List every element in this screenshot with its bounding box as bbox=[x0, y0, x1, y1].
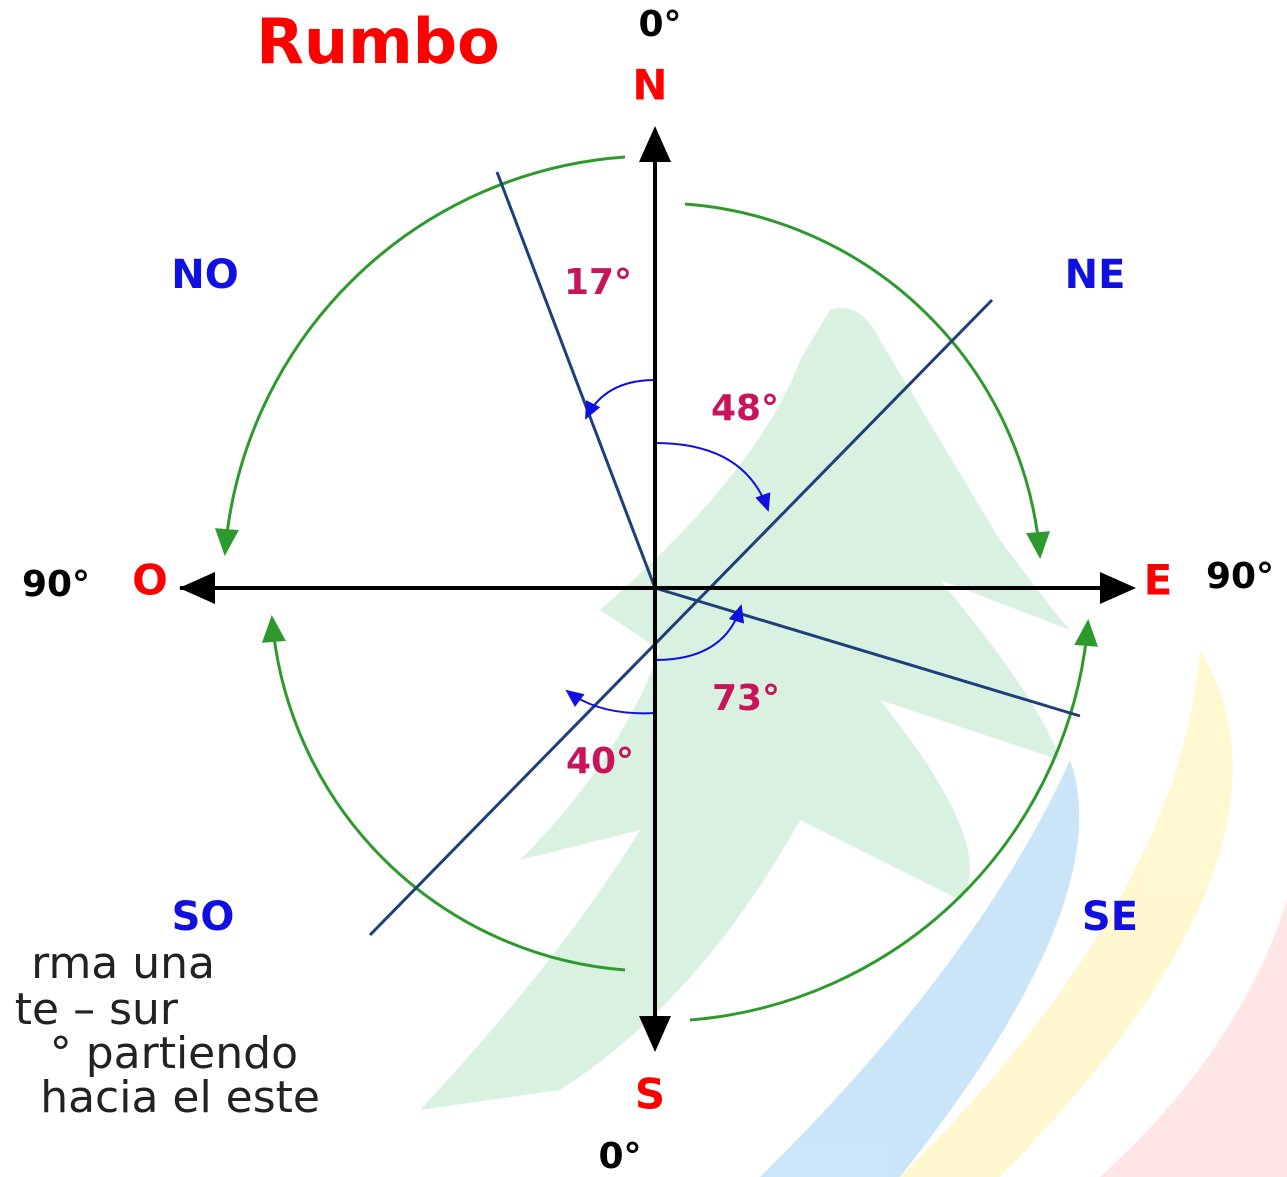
degree-label: 90° bbox=[1206, 556, 1274, 597]
degree-label: 0° bbox=[638, 4, 681, 45]
degree-label: 0° bbox=[598, 1136, 641, 1177]
cardinal-label: N bbox=[632, 61, 667, 110]
angle-label: 73° bbox=[712, 678, 780, 719]
watermark bbox=[420, 308, 1287, 1177]
cardinal-label: E bbox=[1144, 556, 1173, 605]
angle-label: 17° bbox=[564, 262, 632, 303]
angle-label: 48° bbox=[711, 388, 779, 429]
title: Rumbo bbox=[256, 5, 499, 78]
angle-label: 40° bbox=[566, 741, 634, 782]
body-text: rma una bbox=[31, 938, 215, 989]
degree-label: 90° bbox=[22, 564, 90, 605]
diagram: Rumbo 0° N S 0° E 90° O 90° NO NE SO SE … bbox=[0, 0, 1287, 1177]
page: Rumbo 0° N S 0° E 90° O 90° NO NE SO SE … bbox=[0, 0, 1287, 1177]
quadrant-label: NE bbox=[1065, 252, 1126, 298]
cardinal-label: O bbox=[132, 556, 168, 605]
quadrant-label: SE bbox=[1082, 894, 1138, 940]
cardinal-label: S bbox=[635, 1070, 665, 1119]
body-text: hacia el este bbox=[40, 1072, 320, 1123]
quadrant-label: NO bbox=[171, 252, 238, 298]
quadrant-label: SO bbox=[172, 894, 235, 940]
